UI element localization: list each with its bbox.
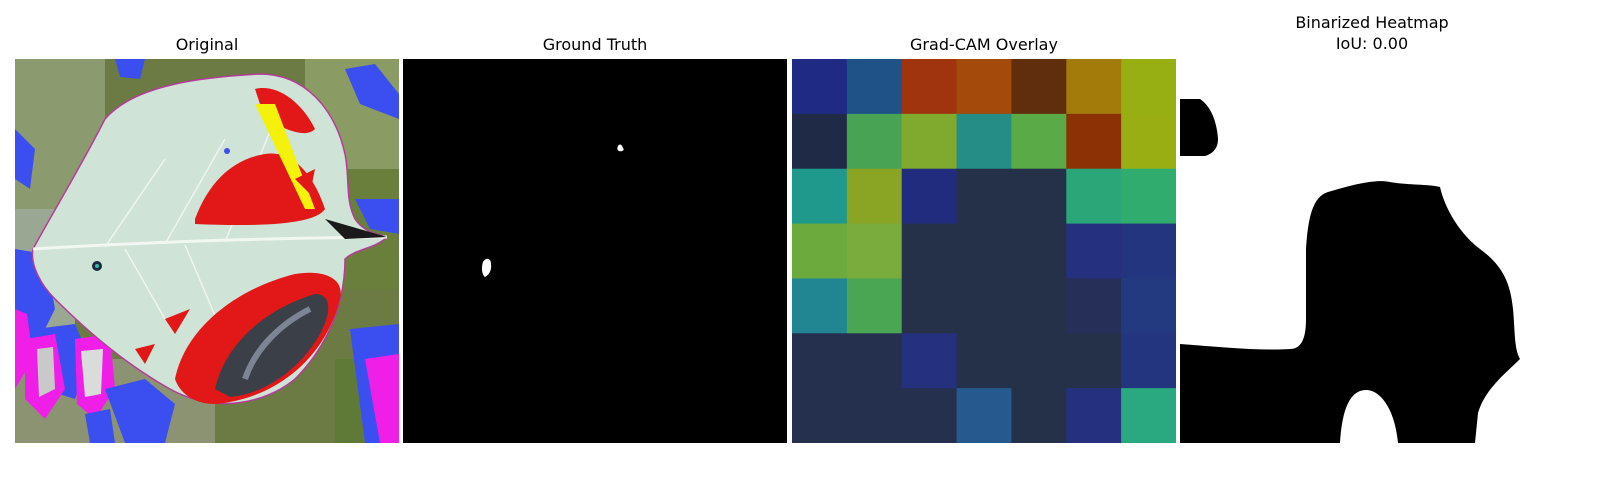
gradcam-cell [1066, 278, 1122, 334]
gradcam-cell [1121, 333, 1176, 389]
gradcam-cell [846, 59, 903, 115]
gradcam-cell [846, 168, 903, 225]
ground-truth-panel: Ground Truth [403, 0, 787, 500]
gradcam-cell [792, 278, 848, 334]
binarized-title: Binarized Heatmap IoU: 0.00 [1180, 12, 1564, 54]
gradcam-cell [846, 333, 903, 389]
iou-label: IoU: 0.00 [1335, 34, 1409, 53]
ground-truth-mask [403, 59, 787, 443]
gradcam-cell [956, 59, 1013, 115]
gradcam-cell [1066, 388, 1122, 443]
gradcam-cell [846, 388, 903, 443]
gradcam-cell [1011, 278, 1067, 334]
original-title: Original [175, 35, 239, 54]
binarized-panel: Binarized Heatmap IoU: 0.00 [1180, 0, 1564, 500]
gradcam-cell [1011, 59, 1067, 115]
gradcam-heatmap [792, 59, 1176, 443]
gradcam-cell [1066, 223, 1122, 280]
gradcam-cell [901, 113, 958, 170]
gradcam-cell [792, 223, 848, 280]
gradcam-cell [1121, 388, 1176, 443]
gradcam-cell [1121, 113, 1176, 170]
gradcam-cell [792, 113, 848, 170]
gradcam-cell [956, 113, 1013, 170]
ground-truth-title: Ground Truth [542, 35, 648, 54]
gradcam-cell [901, 278, 958, 334]
gradcam-title: Grad-CAM Overlay [910, 35, 1058, 54]
original-panel: Original [15, 0, 399, 500]
gradcam-cell [1121, 59, 1176, 115]
gradcam-cell [901, 223, 958, 280]
gradcam-cell [846, 113, 903, 170]
gradcam-cell [792, 333, 848, 389]
gradcam-cell [1066, 59, 1122, 115]
gradcam-cell [792, 168, 848, 225]
gradcam-cell [901, 333, 958, 389]
gradcam-cell [1011, 388, 1067, 443]
gradcam-cell [1011, 333, 1067, 389]
gradcam-cell [901, 388, 958, 443]
gradcam-cell [846, 223, 903, 280]
gradcam-cell [956, 388, 1013, 443]
gradcam-cell [1066, 168, 1122, 225]
gradcam-cell [846, 278, 903, 334]
gradcam-cell [1011, 168, 1067, 225]
gradcam-cell [956, 333, 1013, 389]
gradcam-cell [792, 388, 848, 443]
gradcam-cell [1121, 278, 1176, 334]
gradcam-cell [1066, 113, 1122, 170]
gradcam-panel: Grad-CAM Overlay [792, 0, 1176, 500]
gradcam-cell [956, 278, 1013, 334]
gradcam-cell [901, 59, 958, 115]
gradcam-cell [956, 223, 1013, 280]
gradcam-cell [1121, 168, 1176, 225]
binarized-title-line1: Binarized Heatmap [1295, 13, 1449, 32]
original-image [15, 59, 399, 443]
gradcam-cell [1121, 223, 1176, 280]
gradcam-cell [1066, 333, 1122, 389]
binarized-mask [1180, 59, 1564, 443]
gradcam-cell [901, 168, 958, 225]
gradcam-cell [792, 59, 848, 115]
gradcam-cell [1011, 113, 1067, 170]
gradcam-cell [956, 168, 1013, 225]
gradcam-cell [1011, 223, 1067, 280]
